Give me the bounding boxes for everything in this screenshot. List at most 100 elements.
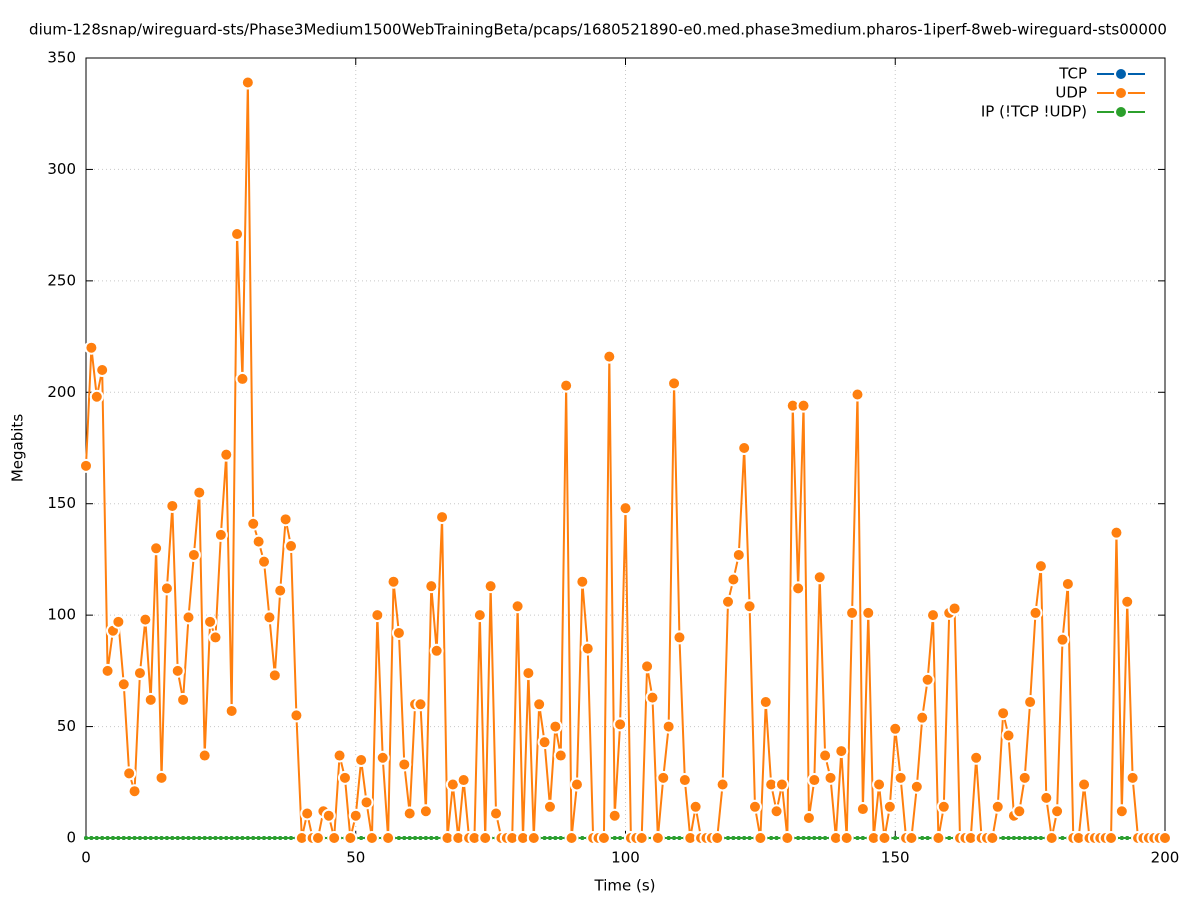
data-point bbox=[634, 831, 649, 845]
data-point bbox=[257, 554, 272, 569]
y-tick-label: 350 bbox=[47, 49, 76, 67]
data-point bbox=[1028, 836, 1033, 840]
data-point bbox=[110, 836, 115, 840]
legend-label: IP (!TCP !UDP) bbox=[981, 103, 1087, 121]
data-point bbox=[1077, 777, 1092, 792]
data-point bbox=[429, 836, 434, 840]
data-point bbox=[548, 719, 563, 734]
data-point bbox=[191, 836, 196, 840]
data-point bbox=[127, 836, 132, 840]
data-point bbox=[1023, 695, 1038, 710]
data-point bbox=[197, 748, 212, 763]
data-point bbox=[796, 398, 811, 413]
data-point bbox=[148, 836, 153, 840]
data-point bbox=[456, 773, 471, 788]
data-point bbox=[122, 766, 137, 781]
data-point bbox=[672, 836, 677, 840]
data-point bbox=[483, 579, 498, 594]
data-point bbox=[547, 836, 552, 840]
data-point bbox=[569, 777, 584, 792]
data-point bbox=[213, 836, 218, 840]
data-point bbox=[246, 516, 261, 531]
data-point bbox=[413, 697, 428, 712]
data-point bbox=[1033, 559, 1048, 574]
data-point bbox=[839, 831, 854, 845]
data-point bbox=[823, 836, 828, 840]
data-point bbox=[553, 748, 568, 763]
data-point bbox=[105, 836, 110, 840]
data-point bbox=[251, 534, 266, 549]
data-point bbox=[472, 608, 487, 623]
chart-title: dium-128snap/wireguard-sts/Phase3Medium1… bbox=[29, 21, 1167, 39]
data-point bbox=[990, 799, 1005, 814]
data-point bbox=[159, 581, 174, 596]
data-point bbox=[1033, 836, 1038, 840]
data-point bbox=[1017, 770, 1032, 785]
data-point bbox=[343, 831, 358, 845]
data-point bbox=[721, 594, 736, 609]
data-point bbox=[375, 750, 390, 765]
data-point bbox=[532, 697, 547, 712]
data-point bbox=[229, 836, 234, 840]
data-point bbox=[321, 808, 336, 823]
data-point bbox=[138, 612, 153, 627]
legend-marker bbox=[1114, 67, 1128, 81]
data-point bbox=[396, 836, 401, 840]
data-point bbox=[89, 389, 104, 404]
y-axis-label: Megabits bbox=[9, 414, 27, 482]
data-point bbox=[860, 836, 865, 840]
data-point bbox=[558, 836, 563, 840]
x-tick-label: 100 bbox=[611, 849, 640, 867]
data-point bbox=[823, 770, 838, 785]
data-point bbox=[564, 831, 579, 845]
data-point bbox=[1022, 836, 1027, 840]
data-point bbox=[656, 770, 671, 785]
data-point bbox=[510, 599, 525, 614]
data-point bbox=[618, 836, 623, 840]
data-point bbox=[925, 836, 930, 840]
data-point bbox=[489, 806, 504, 821]
data-point bbox=[661, 719, 676, 734]
data-point bbox=[796, 836, 801, 840]
data-point bbox=[737, 441, 752, 455]
data-point bbox=[1050, 804, 1065, 819]
data-point bbox=[607, 808, 622, 823]
data-point bbox=[947, 836, 952, 840]
data-point bbox=[289, 708, 304, 723]
data-point bbox=[1055, 632, 1070, 647]
data-point bbox=[742, 599, 757, 614]
data-point bbox=[1012, 804, 1027, 819]
data-point bbox=[95, 363, 110, 377]
data-point bbox=[176, 692, 191, 707]
data-point bbox=[769, 836, 774, 840]
data-point bbox=[435, 510, 450, 525]
data-point bbox=[791, 581, 806, 596]
y-tick-label: 50 bbox=[57, 717, 76, 735]
data-point bbox=[1060, 576, 1075, 591]
data-point bbox=[164, 836, 169, 840]
data-point bbox=[645, 690, 660, 705]
data-point bbox=[224, 836, 229, 840]
data-point bbox=[262, 610, 277, 625]
data-point bbox=[402, 806, 417, 821]
data-point bbox=[165, 498, 180, 513]
data-point bbox=[801, 836, 806, 840]
data-point bbox=[224, 703, 239, 718]
data-point bbox=[893, 770, 908, 785]
data-point bbox=[208, 630, 223, 645]
data-point bbox=[1119, 836, 1124, 840]
data-point bbox=[812, 836, 817, 840]
data-point bbox=[920, 836, 925, 840]
data-point bbox=[666, 836, 671, 840]
data-point bbox=[920, 672, 935, 687]
data-point bbox=[240, 75, 255, 90]
data-point bbox=[79, 458, 93, 473]
data-point bbox=[89, 836, 94, 840]
data-point bbox=[111, 614, 126, 629]
y-tick-label: 200 bbox=[47, 383, 76, 401]
data-point bbox=[359, 795, 374, 810]
data-point bbox=[1044, 831, 1059, 845]
data-point bbox=[537, 735, 552, 750]
data-point bbox=[667, 376, 682, 391]
